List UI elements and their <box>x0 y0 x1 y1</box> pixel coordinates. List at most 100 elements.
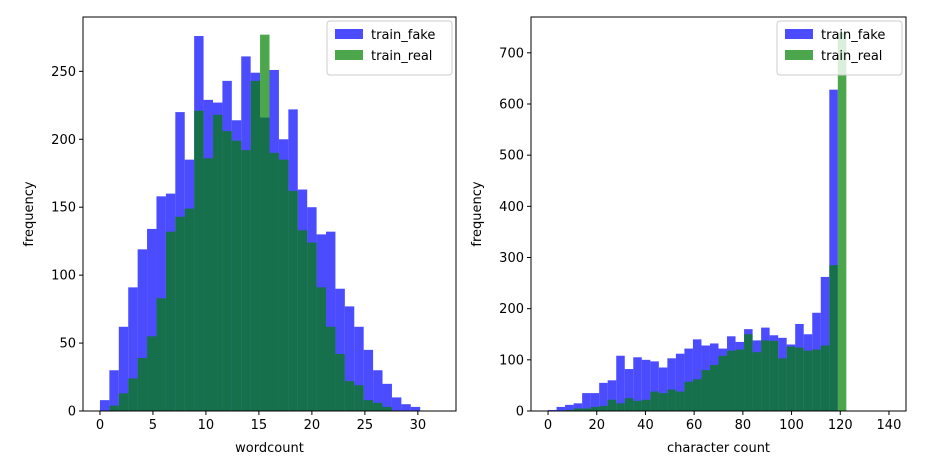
bar <box>650 361 659 411</box>
bar <box>599 382 608 411</box>
bar <box>269 152 279 412</box>
bar <box>718 355 728 411</box>
bar <box>128 378 138 411</box>
bar <box>222 131 232 411</box>
series-train_real <box>109 34 392 412</box>
legend-label: train_fake <box>821 28 885 43</box>
y-tick-label: 150 <box>51 201 76 216</box>
bar <box>573 408 583 411</box>
bar <box>147 336 157 411</box>
x-tick-label: 20 <box>588 418 605 433</box>
bar <box>194 110 204 412</box>
bar <box>147 228 157 411</box>
bar <box>616 355 625 411</box>
legend-label: train_real <box>821 49 882 64</box>
x-tick-label: 0 <box>544 418 552 433</box>
bar <box>373 370 383 411</box>
bar <box>297 230 308 411</box>
bar <box>624 398 634 411</box>
bar <box>709 364 719 411</box>
bar <box>231 140 242 411</box>
x-tick-label: 140 <box>877 418 902 433</box>
y-tick-label: 100 <box>51 269 76 284</box>
y-axis-label: frequency <box>470 181 485 247</box>
y-tick-label: 100 <box>499 353 524 368</box>
bar <box>565 409 574 411</box>
legend-swatch <box>785 29 813 39</box>
legend: train_fake train_real <box>326 20 453 76</box>
chart-panel-wordcount: 0 5 10 15 20 25 30 0 50 100 150 200 250 wordcount freq… <box>22 16 457 456</box>
bar <box>382 383 392 411</box>
legend-swatch <box>335 50 363 60</box>
bar <box>410 406 421 411</box>
bar <box>241 150 251 411</box>
bar <box>288 190 298 411</box>
axes-frame <box>530 16 907 412</box>
bar <box>607 380 617 411</box>
chart-panel-character-count: 0 20 40 60 80 100 120 140 0 100 200 300 400 500 600 700… <box>470 16 907 456</box>
bar <box>616 403 625 411</box>
legend-label: train_real <box>371 49 432 64</box>
x-tick-label: 25 <box>357 418 374 433</box>
y-axis-label: frequency <box>22 181 37 247</box>
legend: train_fake train_real <box>776 20 903 76</box>
y-tick-label: 200 <box>51 133 76 148</box>
bar <box>391 397 402 411</box>
y-tick-label: 0 <box>68 405 76 420</box>
bar <box>590 406 600 411</box>
bar <box>565 404 574 411</box>
y-tick-label: 500 <box>499 149 524 164</box>
bar <box>335 288 345 411</box>
bar <box>829 89 838 411</box>
bar <box>373 402 383 411</box>
bar <box>590 393 600 411</box>
x-tick-label: 40 <box>637 418 654 433</box>
bar <box>382 406 392 411</box>
bar <box>641 359 651 411</box>
bar <box>624 369 634 411</box>
bar <box>641 399 651 411</box>
legend-label: train_fake <box>371 28 435 43</box>
bar <box>326 231 336 411</box>
bar <box>184 208 195 411</box>
bar <box>795 347 804 411</box>
bar <box>667 358 676 411</box>
y-tick-label: 700 <box>499 46 524 61</box>
bar <box>582 408 591 411</box>
bar <box>250 80 261 412</box>
bar <box>667 389 676 411</box>
bar <box>744 334 753 411</box>
y-tick-label: 50 <box>59 337 76 352</box>
x-axis-label: wordcount <box>235 441 304 456</box>
bar <box>675 353 685 411</box>
bar <box>156 298 166 411</box>
x-axis-label: character count <box>667 441 770 456</box>
bar <box>837 32 847 411</box>
axes-frame <box>82 16 457 412</box>
bar <box>650 391 659 411</box>
bar <box>556 406 566 411</box>
x-tick-label: 120 <box>828 418 853 433</box>
bar <box>675 391 685 411</box>
bar <box>109 405 119 411</box>
bar <box>582 393 591 411</box>
bar <box>326 326 336 411</box>
x-tick-label: 5 <box>149 418 157 433</box>
y-tick-label: 250 <box>51 65 76 80</box>
bar <box>354 326 364 411</box>
x-tick-label: 80 <box>735 418 752 433</box>
bar <box>761 340 770 411</box>
legend-swatch <box>335 29 363 39</box>
bar <box>820 276 830 411</box>
y-tick-label: 0 <box>516 405 524 420</box>
bar <box>692 379 702 411</box>
bar <box>316 287 327 411</box>
bar <box>128 287 138 411</box>
bar <box>363 400 374 411</box>
y-tick-label: 300 <box>499 251 524 266</box>
bar <box>344 306 355 411</box>
bar <box>344 381 355 411</box>
bar <box>278 159 289 411</box>
bar <box>137 249 148 411</box>
bar <box>260 34 270 411</box>
